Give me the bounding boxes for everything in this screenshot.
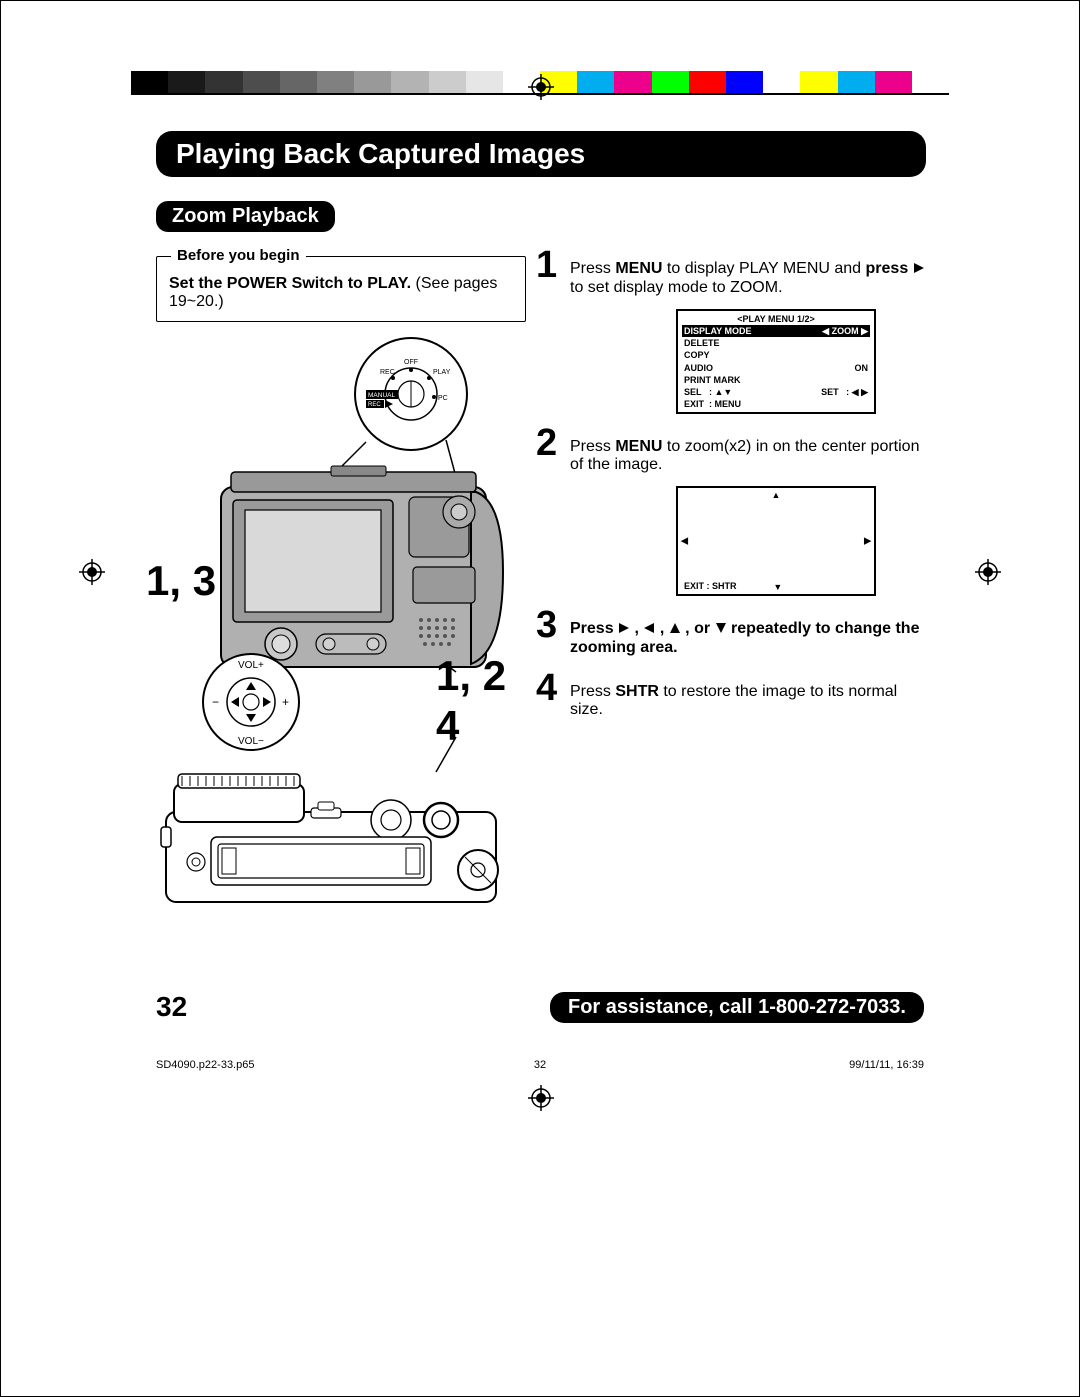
step-2: 2 Press MENU to zoom(x2) in on the cente… [536,424,926,474]
volpad-plus: + [282,695,289,709]
dial-manual: MANUAL [368,392,395,399]
exit-shtr-label: EXIT : SHTR [684,581,737,591]
triangle-right-icon [618,621,630,639]
registration-mark-icon [79,559,105,585]
triangle-left-icon: ◀ [681,536,688,547]
volpad-plus-label: VOL+ [238,660,264,671]
dial-rec: REC [380,369,395,376]
dial-rec2: REC [368,402,381,408]
triangle-left-icon [643,621,655,639]
source-file: SD4090.p22-33.p65 [156,1059,254,1071]
triangle-up-icon [669,621,681,639]
menu-title: <PLAY MENU 1/2> [682,313,870,325]
menu-print: PRINT MARK [684,374,741,386]
assistance-phone: For assistance, call 1-800-272-7033. [550,992,924,1023]
dial-off: OFF [404,359,418,366]
page-footer: 32 For assistance, call 1-800-272-7033. [156,991,924,1023]
content-area: Playing Back Captured Images Zoom Playba… [156,131,926,952]
triangle-down-icon [715,621,727,639]
callout-1-3: 1, 3 [146,557,216,605]
page-title-text: Playing Back Captured Images [176,138,585,170]
dial-pc: PC [438,395,448,402]
step-number: 3 [536,606,564,657]
registration-mark-icon [528,1085,554,1111]
registration-mark-icon [975,559,1001,585]
menu-copy: COPY [684,349,710,361]
page: Playing Back Captured Images Zoom Playba… [0,0,1080,1397]
triangle-right-icon: ▶ [864,536,871,547]
menu-audio-val: ON [855,362,869,374]
page-number: 32 [156,991,187,1023]
page-title: Playing Back Captured Images [156,131,926,177]
imposition-footer: SD4090.p22-33.p65 32 99/11/11, 16:39 [156,1059,924,1071]
step-3: 3 Press , , , or repeatedly to change th… [536,606,926,657]
volpad-minus: − [212,695,219,709]
registration-mark-icon [528,74,554,100]
step-number: 4 [536,669,564,719]
before-legend: Before you begin [171,247,306,264]
triangle-down-icon: ▼ [773,582,782,592]
zoom-nav-box: ▲ ◀ ▶ ▼ EXIT : SHTR [676,486,876,596]
play-menu-box: <PLAY MENU 1/2> DISPLAY MODE ◀ ZOOM ▶ DE… [676,309,876,414]
callout-1-2: 1, 2 [436,652,506,700]
step-1: 1 Press MENU to display PLAY MENU and pr… [536,246,926,297]
menu-exit: EXIT : MENU [684,398,741,410]
menu-display-mode: DISPLAY MODE [684,325,752,337]
menu-audio: AUDIO [684,362,713,374]
step-number: 1 [536,246,564,297]
volpad-minus-label: VOL− [238,736,264,747]
menu-set: SET : ◀ ▶ [821,386,868,398]
triangle-up-icon: ▲ [772,490,781,500]
imposition-page: 32 [534,1059,546,1071]
camera-svg: REC OFF PLAY PC MANUAL REC [156,332,526,952]
section-heading-text: Zoom Playback [172,205,319,227]
callout-4: 4 [436,702,459,750]
menu-sel: SEL : ▲▼ [684,386,732,398]
menu-zoom: ◀ ZOOM ▶ [822,325,868,337]
step-4: 4 Press SHTR to restore the image to its… [536,669,926,719]
triangle-right-icon [913,261,925,279]
before-you-begin-box: Before you begin Set the POWER Switch to… [156,256,526,322]
imposition-date: 99/11/11, 16:39 [849,1059,924,1071]
menu-delete: DELETE [684,337,720,349]
section-heading: Zoom Playback [156,201,335,232]
dial-play: PLAY [433,369,451,376]
before-bold: Set the POWER Switch to PLAY. [169,275,411,292]
camera-illustration: 1, 3 1, 2 4 [156,332,526,952]
step-number: 2 [536,424,564,474]
